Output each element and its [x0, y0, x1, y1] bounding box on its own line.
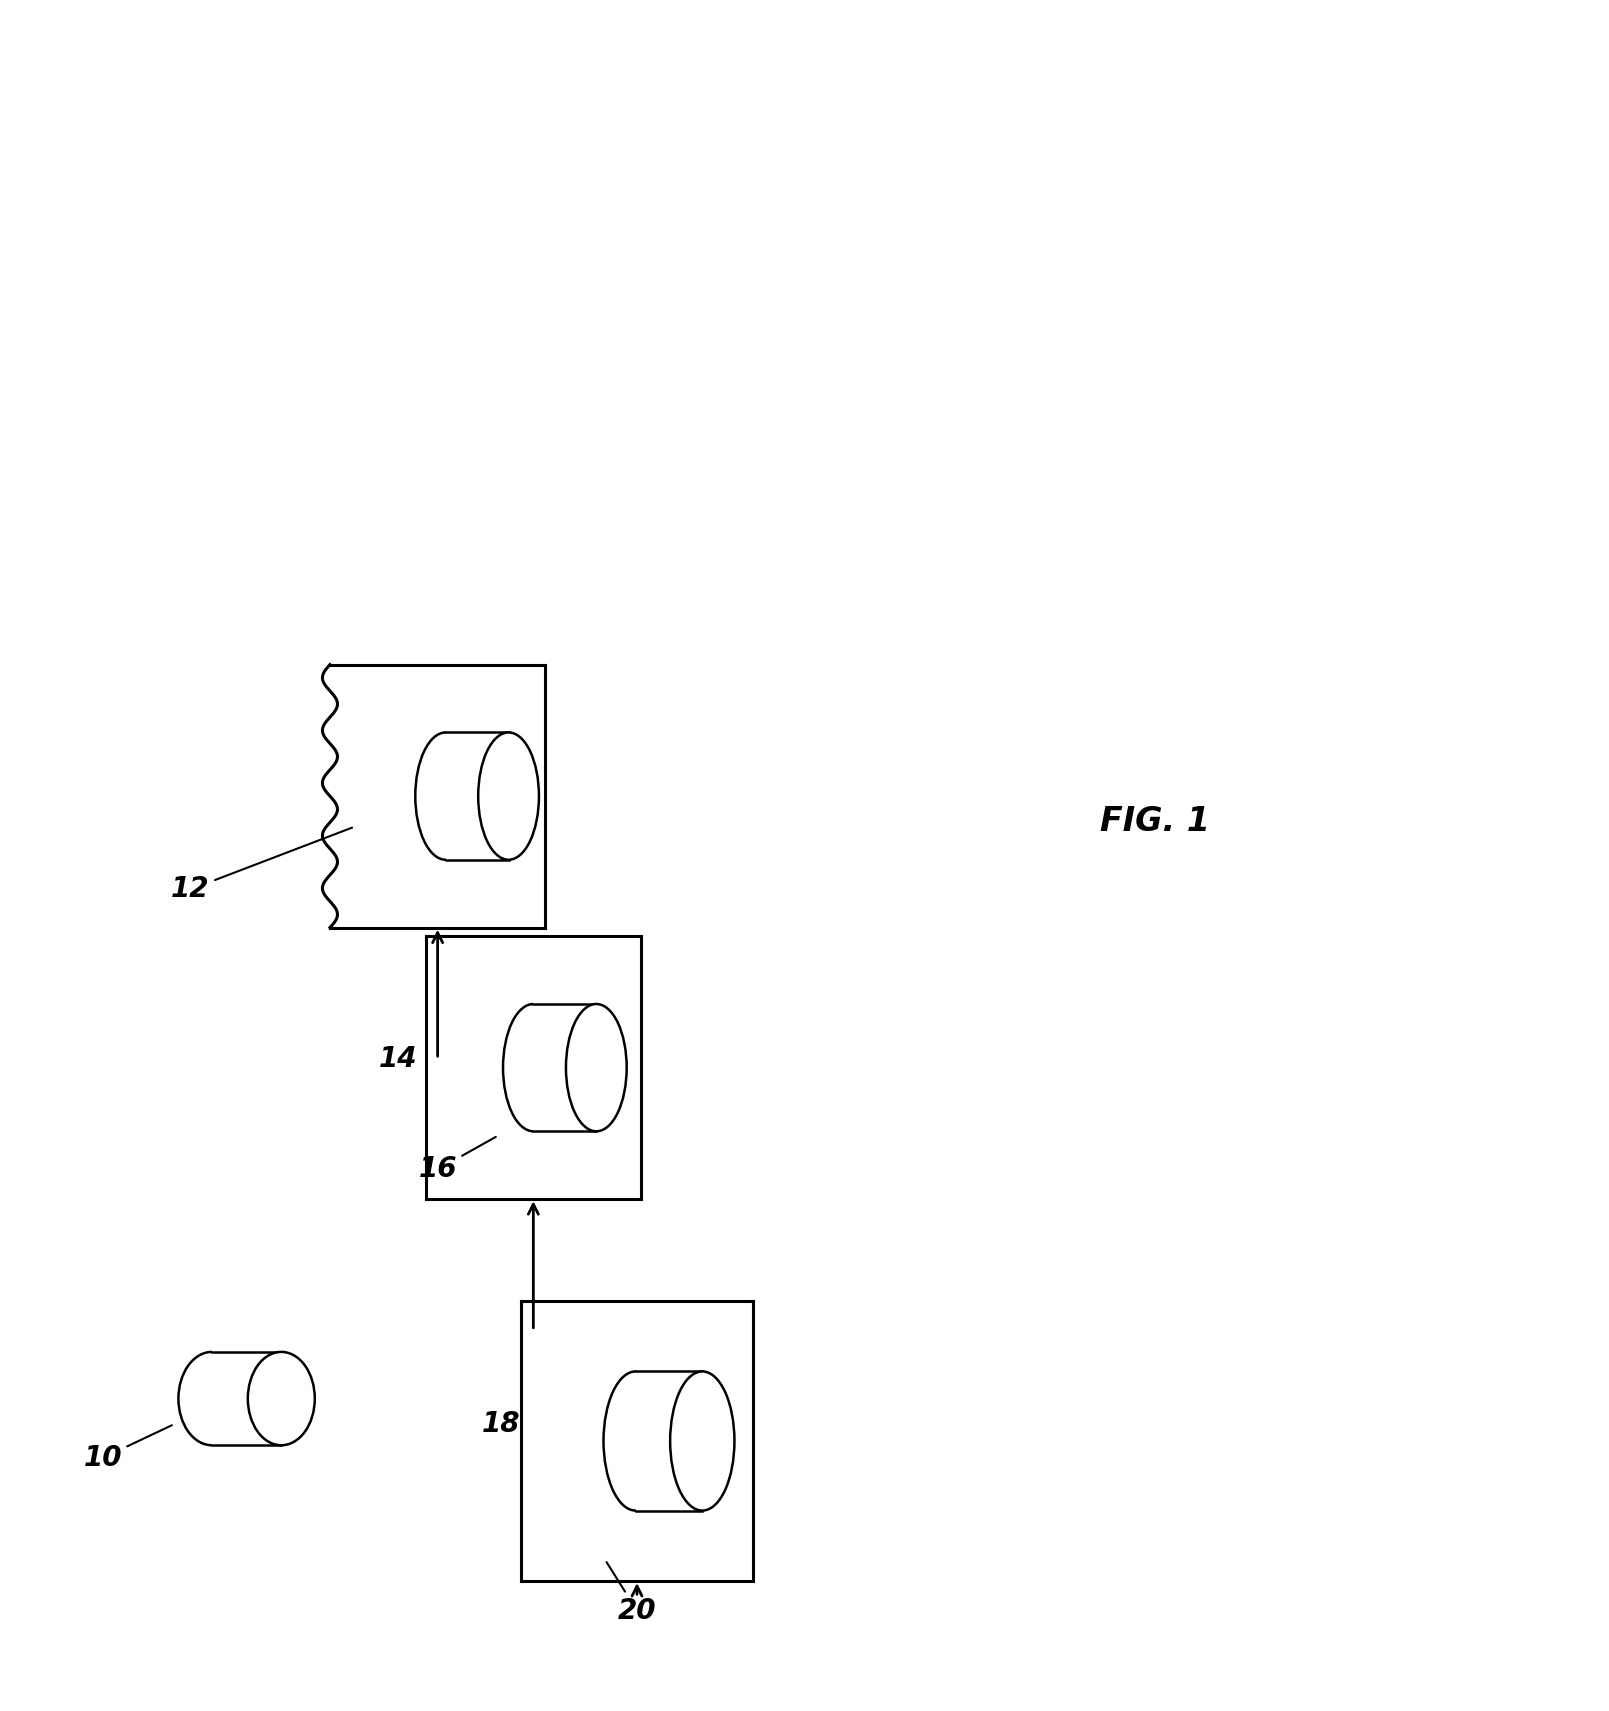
Bar [534, 1004, 611, 1131]
Text: 20: 20 [607, 1562, 656, 1625]
Bar [212, 1343, 253, 1454]
Text: 10: 10 [84, 1425, 172, 1471]
Text: 18: 18 [483, 1410, 521, 1437]
Bar [330, 664, 545, 927]
Ellipse shape [179, 1352, 246, 1446]
Bar [636, 1372, 718, 1511]
Text: 12: 12 [171, 828, 352, 903]
Bar [426, 936, 640, 1199]
Ellipse shape [415, 732, 476, 859]
Bar [636, 1364, 676, 1519]
Ellipse shape [478, 732, 539, 859]
Bar [534, 996, 571, 1140]
Bar [446, 724, 484, 867]
Bar [212, 1352, 298, 1446]
Text: 16: 16 [418, 1136, 496, 1184]
Bar [521, 1300, 753, 1581]
Bar [446, 732, 525, 859]
Text: 14: 14 [378, 1045, 417, 1073]
Ellipse shape [669, 1372, 734, 1511]
Ellipse shape [248, 1352, 315, 1446]
Text: FIG. 1: FIG. 1 [1101, 806, 1210, 838]
Ellipse shape [504, 1004, 563, 1131]
Ellipse shape [566, 1004, 626, 1131]
Ellipse shape [603, 1372, 668, 1511]
